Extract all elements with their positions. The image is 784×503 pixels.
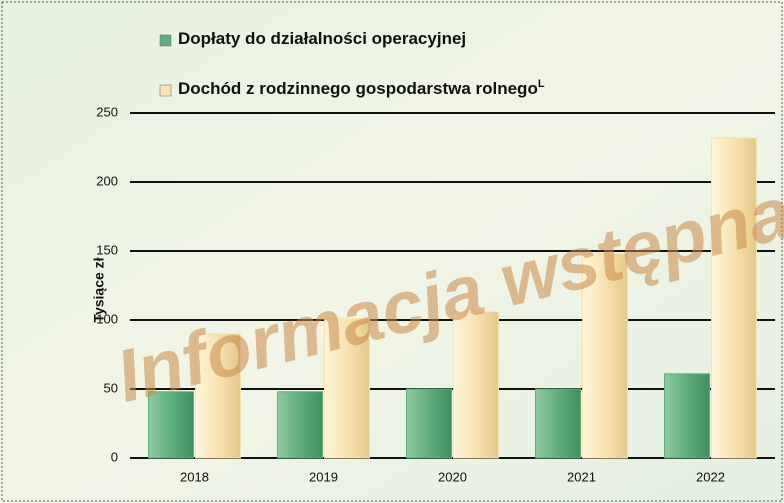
y-tick-label: 0 [111, 449, 118, 464]
bar [535, 388, 581, 459]
bar [453, 311, 499, 459]
bar [406, 388, 452, 459]
x-tick-label: 2022 [696, 469, 725, 484]
x-tick-label: 2021 [567, 469, 596, 484]
bar [148, 391, 194, 459]
y-axis-label: Tysiące zł [91, 257, 107, 322]
legend-swatch [159, 84, 172, 97]
y-tick-label: 250 [96, 104, 118, 119]
y-tick-label: 150 [96, 242, 118, 257]
legend-text: Dochód z rodzinnego gospodarstwa rolnego [178, 79, 538, 98]
y-tick-label: 200 [96, 173, 118, 188]
legend-label: Dopłaty do działalności operacyjnej [178, 29, 466, 48]
bar [664, 373, 710, 459]
legend-footnote: L [538, 78, 545, 90]
bar [711, 137, 757, 459]
bar [324, 318, 370, 459]
x-tick-label: 2019 [309, 469, 338, 484]
bar [582, 253, 628, 459]
x-tick-label: 2018 [180, 469, 209, 484]
legend-swatch [159, 34, 172, 47]
bar [195, 333, 241, 459]
y-tick-label: 100 [96, 311, 118, 326]
y-tick-label: 50 [104, 380, 118, 395]
x-tick-label: 2020 [438, 469, 467, 484]
bar [277, 391, 323, 459]
legend-label: Dochód z rodzinnego gospodarstwa rolnego… [178, 78, 545, 99]
legend-text: Dopłaty do działalności operacyjnej [178, 29, 466, 48]
